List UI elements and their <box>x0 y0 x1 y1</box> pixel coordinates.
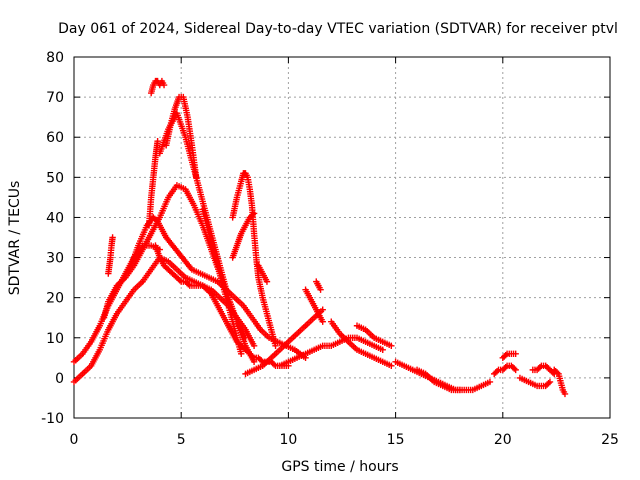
series-arc-22 <box>413 366 464 394</box>
series-arc-15 <box>242 306 326 378</box>
x-tick-label: 5 <box>177 432 186 448</box>
x-tick-label: 0 <box>70 432 79 448</box>
series-arc-5 <box>126 214 309 362</box>
data-point <box>263 278 271 285</box>
chart-title: Day 061 of 2024, Sidereal Day-to-day VTE… <box>58 21 618 37</box>
y-tick-label: 30 <box>46 251 64 267</box>
y-tick-label: 60 <box>46 130 64 146</box>
series-arc-13 <box>229 210 258 261</box>
series-arc-14 <box>255 262 271 285</box>
axes: 0 5 10 15 20 25 -10 0 10 20 30 40 50 60 70 80 <box>41 50 619 448</box>
data-point <box>511 365 518 372</box>
series-arc-25 <box>516 374 554 390</box>
x-axis-label: GPS time / hours <box>281 459 398 475</box>
y-tick-label: 40 <box>46 210 64 226</box>
data-point <box>553 369 561 376</box>
x-tick-label: 15 <box>387 432 405 448</box>
data-point <box>512 366 519 374</box>
data-point <box>317 286 324 293</box>
data-point <box>388 362 395 370</box>
data-point <box>206 289 213 296</box>
series-arc-27 <box>551 366 569 398</box>
data-point <box>388 342 395 349</box>
y-axis-label: SDTVAR / TECUs <box>7 181 23 296</box>
y-tick-label: 80 <box>46 50 64 66</box>
data-point <box>456 386 464 394</box>
y-tick-label: 20 <box>46 291 64 307</box>
data-point <box>249 211 256 218</box>
data-point <box>152 216 160 224</box>
data-point <box>319 318 326 325</box>
data-point <box>486 378 494 386</box>
series-arc-7 <box>147 77 168 97</box>
series-arc-26 <box>529 362 558 378</box>
y-tick-label: 10 <box>46 331 64 347</box>
series-arc-17 <box>302 286 326 325</box>
data-point <box>249 353 256 360</box>
data-point <box>258 357 265 364</box>
series-arc-8 <box>152 242 292 370</box>
y-tick-label: 50 <box>46 170 64 186</box>
x-tick-label: 10 <box>279 432 297 448</box>
data-point <box>502 351 509 359</box>
series-arc-12 <box>229 170 279 349</box>
data-points <box>70 77 569 398</box>
data-point <box>545 380 552 387</box>
series-arc-11 <box>199 206 245 358</box>
data-point <box>154 138 161 145</box>
series-arc-6 <box>145 138 161 229</box>
data-point <box>536 363 544 371</box>
y-tick-label: 0 <box>55 371 64 387</box>
x-tick-label: 25 <box>601 432 619 448</box>
data-point <box>238 350 245 358</box>
data-point <box>319 306 326 313</box>
data-point <box>272 342 279 349</box>
data-point <box>561 390 569 398</box>
grid <box>74 57 610 418</box>
y-tick-label: 70 <box>46 90 64 106</box>
series-arc-4 <box>105 234 116 277</box>
series-arc-24 <box>499 350 519 362</box>
data-point <box>512 350 519 358</box>
series-arc-16 <box>276 334 386 370</box>
data-point <box>546 378 554 386</box>
data-point <box>493 368 501 375</box>
series-arc-2 <box>70 242 163 366</box>
plot-frame <box>73 56 611 419</box>
data-point <box>185 281 192 288</box>
data-point <box>250 210 258 217</box>
y-tick-label: -10 <box>41 411 64 427</box>
data-point <box>242 334 249 341</box>
data-point <box>160 81 168 89</box>
series-arc-19 <box>328 318 395 370</box>
series-arc-18 <box>313 278 324 293</box>
data-point <box>250 342 258 349</box>
x-tick-label: 20 <box>494 432 512 448</box>
data-point <box>109 234 116 241</box>
data-point <box>270 361 278 368</box>
series-arc-23 <box>491 362 519 378</box>
data-point <box>379 346 386 354</box>
data-point <box>502 363 509 371</box>
data-point <box>176 277 183 284</box>
series-arc-20 <box>353 322 395 349</box>
